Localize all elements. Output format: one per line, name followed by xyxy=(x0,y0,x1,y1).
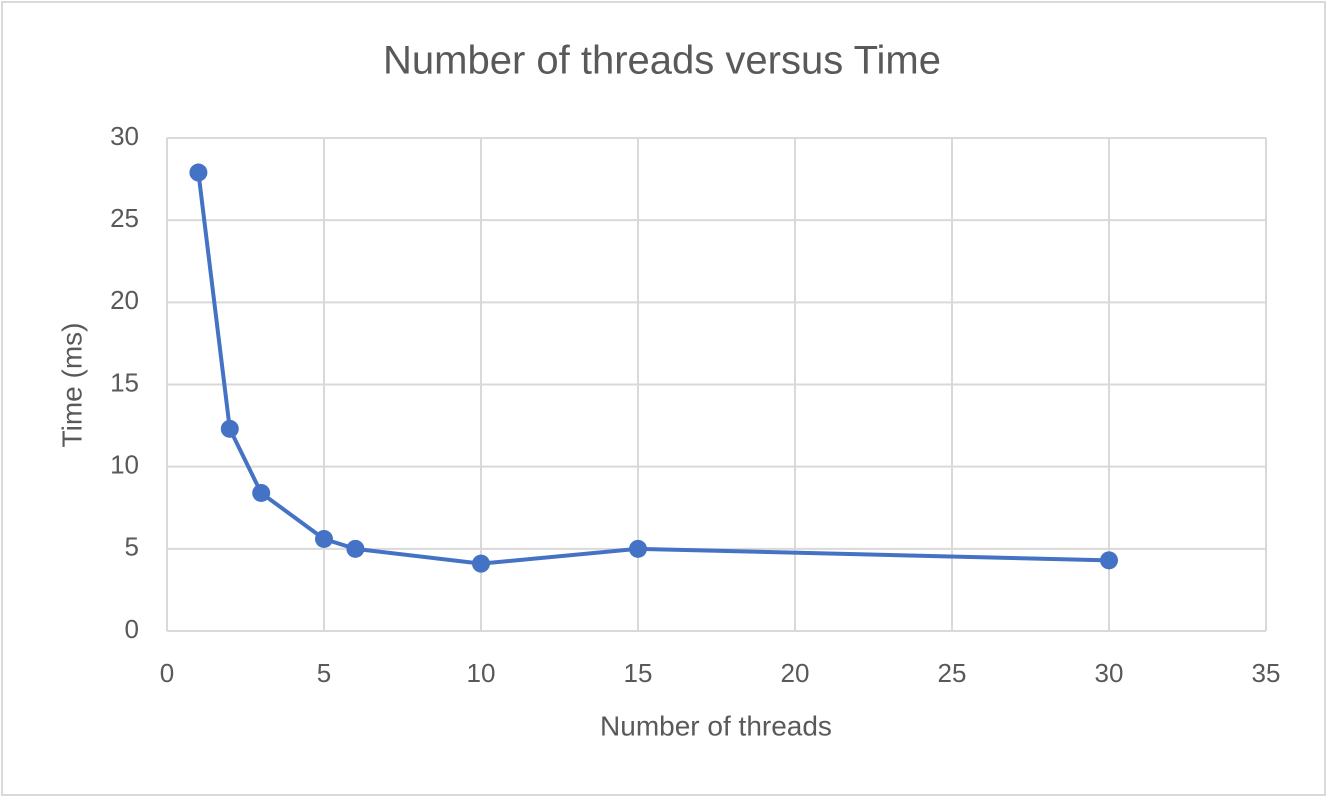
y-tick-label: 5 xyxy=(125,532,139,562)
y-tick-label: 25 xyxy=(110,203,139,233)
series-line xyxy=(196,172,1110,566)
data-point xyxy=(252,483,271,502)
x-tick-label: 15 xyxy=(624,658,653,688)
x-tick-label: 35 xyxy=(1252,658,1281,688)
x-tick-label: 20 xyxy=(781,658,810,688)
data-point xyxy=(220,419,239,438)
y-tick-label: 20 xyxy=(110,285,139,315)
x-tick-label: 0 xyxy=(160,658,174,688)
x-tick-label: 30 xyxy=(1095,658,1124,688)
y-tick-label: 15 xyxy=(110,367,139,397)
data-point xyxy=(1100,551,1118,570)
chart-title: Number of threads versus Time xyxy=(383,39,941,83)
y-tick-label: 10 xyxy=(110,450,139,480)
x-tick-label: 25 xyxy=(938,658,967,688)
x-tick-label: 5 xyxy=(317,658,331,688)
y-tick-label: 0 xyxy=(125,614,139,644)
y-axis-title: Time (ms) xyxy=(56,323,87,448)
data-point xyxy=(315,529,333,548)
data-point xyxy=(189,163,208,182)
data-point xyxy=(629,539,647,558)
x-tick-label: 10 xyxy=(467,658,496,688)
y-tick-label: 30 xyxy=(110,121,139,151)
data-point xyxy=(346,539,365,558)
data-point xyxy=(472,554,490,573)
x-axis-title: Number of threads xyxy=(600,710,832,741)
